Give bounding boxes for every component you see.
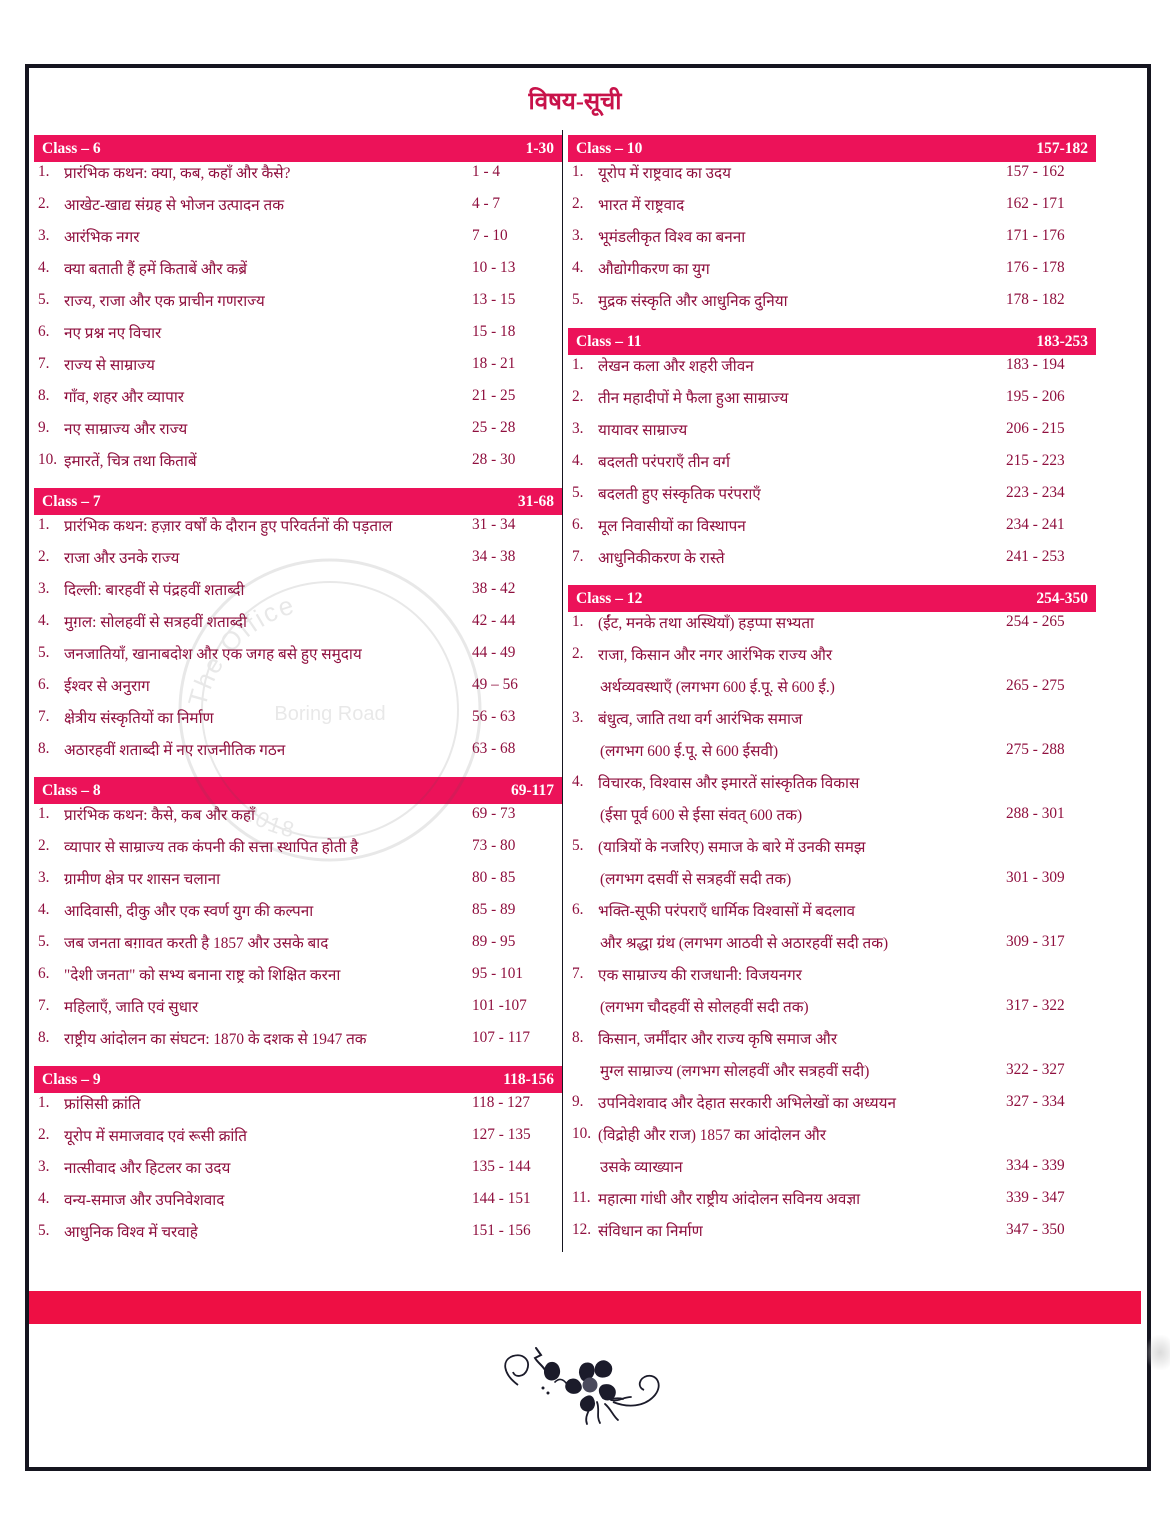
svg-text:Boring Road: Boring Road — [274, 703, 385, 725]
svg-text:The Office: The Office — [182, 589, 299, 710]
